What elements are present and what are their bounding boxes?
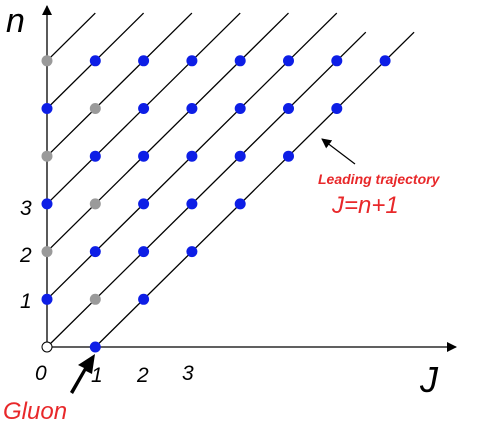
gray-state xyxy=(89,198,101,210)
blue-state xyxy=(138,103,150,114)
gray-state xyxy=(41,150,53,162)
blue-state xyxy=(89,150,101,162)
gray-state xyxy=(89,293,101,305)
gluon-arrow xyxy=(70,354,95,394)
blue-state xyxy=(138,198,150,210)
gluon-label: Gluon xyxy=(3,398,67,425)
blue-state xyxy=(186,103,198,114)
blue-state xyxy=(186,150,198,162)
blue-state xyxy=(283,150,294,162)
gray-state xyxy=(41,246,53,258)
blue-state xyxy=(331,55,343,67)
trajectory-line xyxy=(46,12,96,62)
blue-state xyxy=(41,293,53,305)
y-tick-label: 3 xyxy=(20,197,32,220)
blue-state xyxy=(331,103,343,114)
blue-state xyxy=(283,103,294,114)
y-tick-label: 1 xyxy=(20,290,32,313)
x-tick-label: 2 xyxy=(136,364,149,387)
blue-state xyxy=(41,103,53,114)
blue-state xyxy=(89,341,101,353)
trajectory-line xyxy=(46,12,193,157)
states xyxy=(41,55,391,353)
blue-state xyxy=(186,246,198,258)
blue-state xyxy=(89,55,101,67)
trajectory-line xyxy=(46,12,289,253)
blue-state xyxy=(234,103,246,114)
gray-state xyxy=(89,103,101,114)
leading-label: Leading trajectory xyxy=(318,171,441,187)
blue-state xyxy=(283,55,294,67)
y-tick-label: 2 xyxy=(19,244,32,267)
leading-arrow xyxy=(321,138,356,165)
blue-state xyxy=(89,246,101,258)
blue-state xyxy=(138,150,150,162)
blue-state xyxy=(234,198,246,210)
blue-state xyxy=(234,150,246,162)
gray-state xyxy=(41,55,53,67)
blue-state xyxy=(186,55,198,67)
x-tick-label: 1 xyxy=(91,364,103,387)
trajectory-line xyxy=(46,31,367,348)
x-tick-label: 0 xyxy=(35,362,47,385)
blue-state xyxy=(379,55,391,67)
origin-state xyxy=(41,341,53,353)
blue-state xyxy=(186,198,198,210)
x-tick-label: 3 xyxy=(182,362,194,385)
blue-state xyxy=(138,246,150,258)
x-axis-label: J xyxy=(419,359,439,400)
blue-state xyxy=(138,55,150,67)
leading-formula: J=n+1 xyxy=(331,192,399,219)
blue-state xyxy=(41,198,53,210)
blue-state xyxy=(234,55,246,67)
y-axis-label: n xyxy=(6,2,25,40)
trajectory-line xyxy=(94,31,415,348)
blue-state xyxy=(138,293,150,305)
